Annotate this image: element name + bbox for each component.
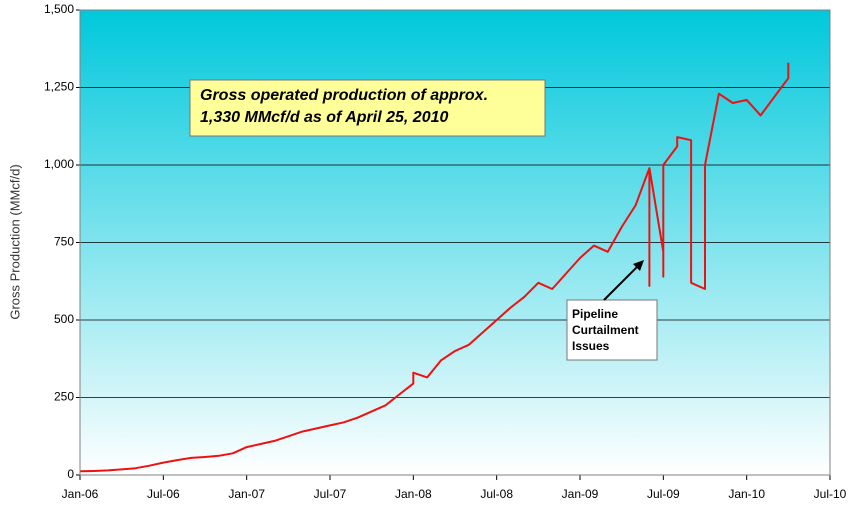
annotation-text: Gross operated production of approx. xyxy=(200,87,488,104)
x-tick-label: Jul-06 xyxy=(147,487,180,501)
annotation-box xyxy=(189,79,546,137)
y-tick-label: 1,000 xyxy=(44,157,74,171)
x-tick-label: Jul-08 xyxy=(480,487,513,501)
y-tick-label: 500 xyxy=(54,312,74,326)
y-tick-label: 750 xyxy=(54,235,74,249)
x-tick-label: Jul-10 xyxy=(814,487,847,501)
x-tick-label: Jan-09 xyxy=(562,487,599,501)
callout-text: Curtailment xyxy=(572,323,639,337)
y-tick-label: 1,250 xyxy=(44,80,74,94)
y-tick-label: 250 xyxy=(54,390,74,404)
plot-border xyxy=(79,9,831,476)
annotation-text: 1,330 MMcf/d as of April 25, 2010 xyxy=(200,109,449,126)
x-tick-label: Jul-07 xyxy=(314,487,347,501)
data-line xyxy=(79,62,790,473)
x-tick-label: Jan-10 xyxy=(728,487,765,501)
x-tick-label: Jul-09 xyxy=(647,487,680,501)
callout-box xyxy=(566,299,658,361)
callout-arrowhead xyxy=(633,260,644,271)
y-tick-label: 0 xyxy=(67,467,74,481)
y-tick-label: 1,500 xyxy=(44,2,74,16)
callout-arrow xyxy=(603,262,642,301)
x-tick-label: Jan-07 xyxy=(228,487,265,501)
y-axis-label: Gross Production (MMcf/d) xyxy=(7,164,22,319)
x-tick-label: Jan-08 xyxy=(395,487,432,501)
callout-text: Issues xyxy=(572,339,610,353)
callout-text: Pipeline xyxy=(572,307,618,321)
x-tick-label: Jan-06 xyxy=(62,487,99,501)
